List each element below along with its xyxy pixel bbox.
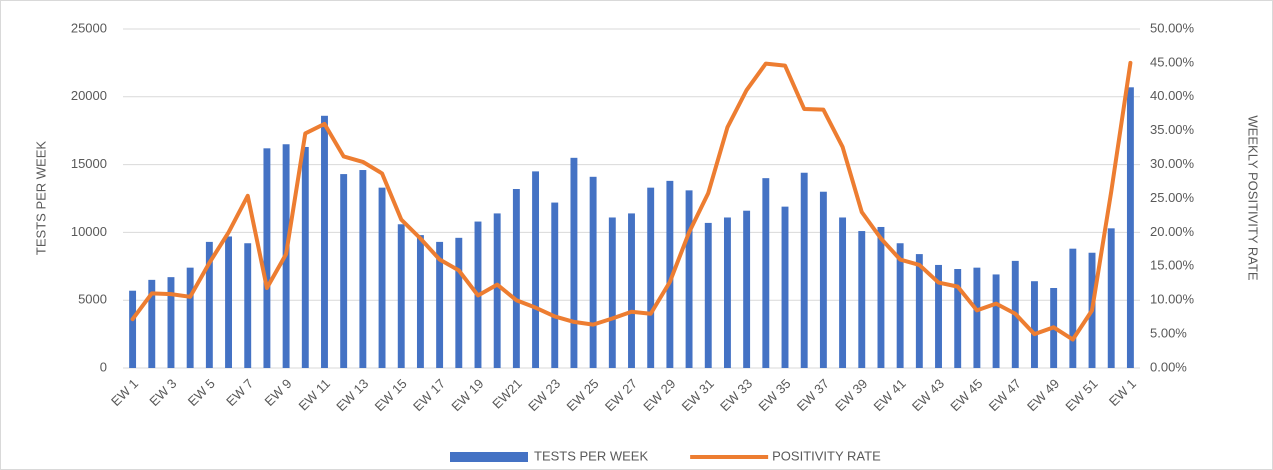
bar [340,174,348,368]
bar [167,277,175,368]
bar [244,243,252,368]
bar [935,264,942,368]
bar [819,191,827,368]
bar [704,222,712,368]
bar [666,180,674,368]
bar [493,213,501,368]
y2-tick-label: 50.00% [1150,20,1195,35]
line [130,60,1133,342]
bar [992,274,1000,368]
bar [628,213,635,368]
bar [743,210,751,368]
bar [416,235,424,368]
bar [723,217,731,368]
bar [1126,87,1134,369]
bar [896,243,904,368]
y-tick-label: 15000 [71,156,107,171]
bar [839,217,847,368]
y2-tick-label: 20.00% [1150,224,1195,239]
y2-tick-label: 40.00% [1150,88,1195,103]
bar [608,217,616,368]
y2-tick-label: 30.00% [1150,156,1195,171]
bar [359,170,367,368]
bar [129,290,137,368]
bar [186,267,194,368]
bar [915,254,923,368]
y-tick-label: 0 [100,359,107,374]
y2-axis-title: WEEKLY POSITIVITY RATE [1246,115,1261,281]
bar [589,176,597,368]
bar [512,189,520,368]
bar [647,187,655,368]
legend-label: POSITIVITY RATE [772,448,881,463]
y2-tick-label: 45.00% [1150,54,1195,69]
y-tick-label: 10000 [71,224,107,239]
bar [570,157,578,368]
bar [455,237,463,368]
bar [397,224,405,368]
bar [800,172,808,368]
y-tick-label: 5000 [78,292,107,307]
bar [762,178,770,368]
y2-tick-label: 5.00% [1150,326,1187,341]
bar [877,226,885,368]
legend-label: TESTS PER WEEK [534,448,648,463]
bar [225,236,232,368]
y2-tick-label: 0.00% [1150,359,1187,374]
bar [378,187,386,368]
y2-tick-label: 15.00% [1150,258,1195,273]
bar [781,206,789,368]
y2-tick-label: 25.00% [1150,190,1195,205]
bar [1069,248,1077,368]
bar [532,171,540,368]
bar [148,279,156,368]
bar [954,269,962,368]
bar [973,267,981,368]
bar [205,241,213,368]
bar [685,190,693,368]
bar [321,115,328,368]
bar [301,146,309,368]
bar [1107,228,1115,368]
bar [1031,281,1038,368]
bar [858,231,866,368]
bar [436,241,444,368]
y2-tick-label: 10.00% [1150,292,1195,307]
bar [551,202,559,368]
legend-swatch [450,452,528,462]
y-tick-label: 25000 [71,20,107,35]
y2-tick-label: 35.00% [1150,122,1195,137]
bar [263,148,271,368]
y-axis-title: TESTS PER WEEK [33,141,48,255]
y-tick-label: 20000 [71,88,107,103]
